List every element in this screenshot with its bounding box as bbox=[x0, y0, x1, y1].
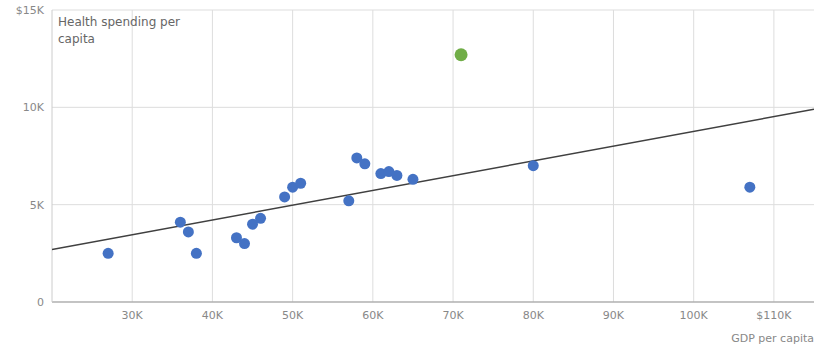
x-tick-label: 30K bbox=[122, 309, 144, 322]
x-grid-line bbox=[613, 10, 614, 302]
scatter-point bbox=[279, 191, 290, 202]
y-tick-label: $15K bbox=[16, 4, 45, 17]
x-axis-line bbox=[52, 302, 814, 303]
scatter-point bbox=[239, 238, 250, 249]
scatter-point bbox=[103, 248, 114, 259]
scatter-point bbox=[455, 48, 468, 61]
chart: 0 5K 10K $15K 30K 40K 50K 60K 70K 80K 90K 100K $110K… bbox=[0, 0, 834, 358]
title-line: capita bbox=[58, 32, 95, 46]
marks bbox=[52, 48, 814, 259]
x-tick-label: $110K bbox=[756, 309, 792, 322]
x-grid-line bbox=[212, 10, 213, 302]
scatter-point bbox=[359, 158, 370, 169]
x-tick-label: 70K bbox=[442, 309, 464, 322]
x-grid-line bbox=[132, 10, 133, 302]
x-grid-line bbox=[292, 10, 293, 302]
x-tick-label: 80K bbox=[523, 309, 545, 322]
scatter-point bbox=[295, 178, 306, 189]
scatter-point bbox=[407, 174, 418, 185]
y-grid-line bbox=[52, 302, 814, 303]
y-grid-line bbox=[52, 10, 814, 11]
x-grid-line bbox=[453, 10, 454, 302]
y-axis-line bbox=[52, 10, 53, 302]
x-grid-line bbox=[372, 10, 373, 302]
scatter-point bbox=[744, 182, 755, 193]
scatter-point bbox=[183, 226, 194, 237]
y-grid-line bbox=[52, 204, 814, 205]
grid bbox=[52, 10, 814, 302]
x-tick-label: 60K bbox=[362, 309, 384, 322]
x-axis-label: GDP per capita bbox=[731, 332, 814, 345]
scatter-point bbox=[343, 195, 354, 206]
y-tick-label: 0 bbox=[37, 296, 44, 309]
x-grid-line bbox=[773, 10, 774, 302]
x-tick-label: 90K bbox=[603, 309, 625, 322]
y-tick-label: 5K bbox=[30, 199, 45, 212]
trend-line bbox=[52, 109, 814, 249]
x-tick-label: 50K bbox=[282, 309, 304, 322]
scatter-point bbox=[175, 217, 186, 228]
x-tick-label: 100K bbox=[680, 309, 709, 322]
x-grid-line bbox=[533, 10, 534, 302]
title: Health spending per capita bbox=[58, 15, 180, 46]
scatter-point bbox=[191, 248, 202, 259]
scatter-point bbox=[391, 170, 402, 181]
x-grid-line bbox=[693, 10, 694, 302]
y-tick-label: 10K bbox=[23, 101, 45, 114]
scatter-point bbox=[255, 213, 266, 224]
y-grid-line bbox=[52, 107, 814, 108]
scatter-point bbox=[528, 160, 539, 171]
x-tick-label: 40K bbox=[202, 309, 224, 322]
title-line: Health spending per bbox=[58, 15, 180, 29]
